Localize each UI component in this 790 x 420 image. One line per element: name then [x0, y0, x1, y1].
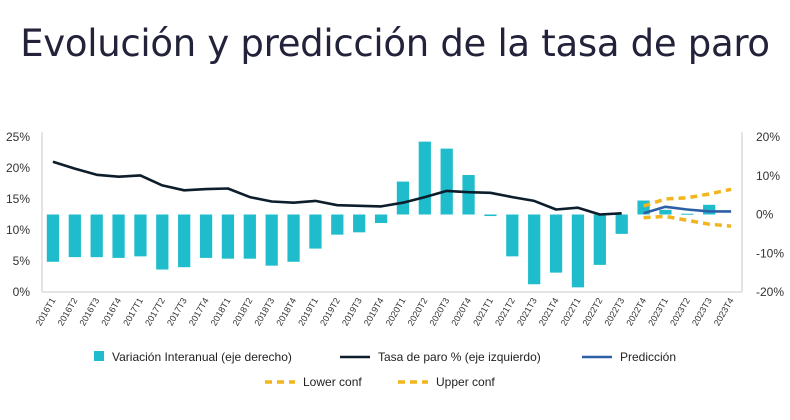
bar-2023T3	[703, 204, 716, 215]
bar-2020T4	[462, 174, 475, 215]
series-line-lower-conf	[643, 214, 732, 228]
bar-2019T2	[331, 214, 344, 235]
x-tick-label: 2019T2	[318, 296, 342, 327]
x-tick-label: 2023T3	[690, 296, 714, 327]
x-tick-label: 2020T4	[449, 296, 473, 327]
x-tick-label: 2022T3	[602, 296, 626, 327]
legend-label: Lower conf	[303, 375, 362, 389]
bar-2017T2	[156, 214, 169, 270]
x-tick-label: 2016T3	[77, 296, 101, 327]
x-tick-label: 2020T2	[406, 296, 430, 327]
bar-2021T3	[528, 214, 541, 285]
bar-2023T2	[681, 213, 694, 215]
x-tick-label: 2018T3	[252, 296, 276, 327]
bar-2018T1	[221, 214, 235, 259]
y-left-tick-label: 5%	[13, 254, 31, 268]
bar-2018T4	[287, 214, 300, 262]
x-tick-label: 2017T1	[121, 296, 145, 327]
bar-2021T4	[549, 214, 563, 273]
x-tick-label: 2021T3	[515, 296, 539, 327]
bar-2017T1	[134, 214, 147, 257]
legend-label: Upper conf	[436, 375, 495, 389]
series-line-upper-conf	[643, 187, 732, 208]
x-tick-label: 2017T3	[165, 296, 189, 327]
x-tick-label: 2022T4	[624, 296, 648, 327]
x-tick-label: 2021T4	[537, 296, 561, 327]
bar-2017T4	[199, 214, 213, 258]
bar-2021T1	[484, 214, 497, 217]
x-tick-label: 2016T4	[99, 296, 123, 327]
x-tick-label: 2023T1	[646, 296, 670, 327]
y-left-tick-label: 20%	[6, 161, 30, 175]
y-left-tick-label: 25%	[6, 130, 30, 144]
y-left-tick-label: 10%	[6, 223, 30, 237]
x-tick-label: 2019T1	[296, 296, 320, 327]
bar-2016T3	[90, 214, 103, 258]
y-right-tick-label: 0%	[756, 208, 774, 222]
bar-2016T1	[46, 214, 60, 262]
x-tick-label: 2023T4	[712, 296, 736, 327]
x-tick-label: 2018T2	[231, 296, 255, 327]
x-tick-label: 2019T4	[362, 296, 386, 327]
x-tick-label: 2018T1	[209, 296, 233, 327]
y-left-tick-label: 15%	[6, 192, 30, 206]
legend-label: Tasa de paro % (eje izquierdo)	[378, 350, 541, 364]
bar-2019T1	[309, 214, 322, 249]
bar-2017T3	[178, 214, 191, 268]
bar-2022T3	[615, 214, 628, 234]
x-tick-label: 2020T3	[427, 296, 451, 327]
x-tick-label: 2021T2	[493, 296, 517, 327]
bar-2023T1	[659, 209, 672, 215]
x-tick-label: 2022T1	[559, 296, 583, 327]
y-right-tick-label: -20%	[756, 285, 784, 299]
bar-2022T2	[593, 214, 606, 265]
legend-label: Predicción	[620, 350, 676, 364]
bar-2020T3	[440, 148, 453, 215]
x-tick-label: 2016T1	[34, 296, 58, 327]
bar-2019T4	[374, 214, 388, 224]
x-tick-label: 2020T1	[384, 296, 408, 327]
bar-2020T2	[418, 141, 431, 215]
bar-2019T3	[353, 214, 366, 233]
x-tick-label: 2021T1	[471, 296, 495, 327]
legend-label: Variación Interanual (eje derecho)	[112, 350, 292, 364]
bar-2016T4	[112, 214, 125, 258]
series-line-tasa-de-paro-eje-izquierdo	[52, 160, 622, 216]
x-tick-label: 2017T4	[187, 296, 211, 327]
x-tick-label: 2019T3	[340, 296, 364, 327]
bar-2022T1	[571, 214, 585, 288]
x-tick-label: 2017T2	[143, 296, 167, 327]
chart-title: Evolución y predicción de la tasa de par…	[20, 22, 770, 65]
x-tick-label: 2018T4	[274, 296, 298, 327]
bar-2018T2	[243, 214, 256, 259]
bar-2018T3	[265, 214, 278, 266]
legend-swatch	[94, 351, 104, 361]
y-right-tick-label: -10%	[756, 246, 784, 260]
y-right-tick-label: 20%	[756, 130, 780, 144]
x-tick-label: 2023T2	[668, 296, 692, 327]
y-right-tick-label: 10%	[756, 169, 780, 183]
x-tick-label: 2022T2	[581, 296, 605, 327]
series-line-predicci-n	[643, 205, 732, 215]
y-left-tick-label: 0%	[13, 285, 31, 299]
bar-2020T1	[396, 181, 410, 215]
bar-2021T2	[506, 214, 519, 257]
x-tick-label: 2016T2	[56, 296, 80, 327]
bar-2016T2	[68, 214, 81, 258]
